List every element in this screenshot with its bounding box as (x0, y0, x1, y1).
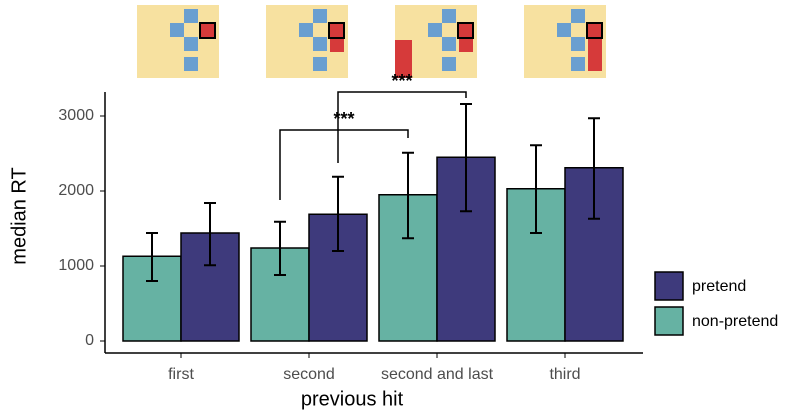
stimulus-thumbnails (137, 5, 606, 78)
thumbnail (524, 5, 606, 78)
significance-label: *** (391, 71, 412, 91)
thumbnail (266, 5, 348, 78)
y-tick-label: 3000 (58, 107, 94, 124)
y-tick-label: 2000 (58, 182, 94, 199)
y-tick-label: 0 (85, 332, 94, 349)
thumbnail (137, 5, 219, 78)
y-axis-title: median RT (8, 167, 30, 264)
thumbnail (395, 5, 477, 78)
x-tick-label: first (168, 366, 194, 383)
legend-label: non-pretend (692, 313, 778, 330)
significance-label: *** (333, 109, 354, 129)
legend-swatch (655, 272, 683, 300)
x-axis-title: previous hit (301, 388, 404, 410)
legend-label: pretend (692, 278, 746, 295)
legend-swatch (655, 307, 683, 335)
significance-bracket (280, 130, 408, 200)
x-tick-label: third (549, 366, 580, 383)
chart: previous hit median RT 0 1000 2000 3000 firs… (0, 0, 811, 414)
x-tick-label: second (283, 366, 335, 383)
x-tick-label: second and last (381, 366, 494, 383)
y-tick-label: 1000 (58, 257, 94, 274)
